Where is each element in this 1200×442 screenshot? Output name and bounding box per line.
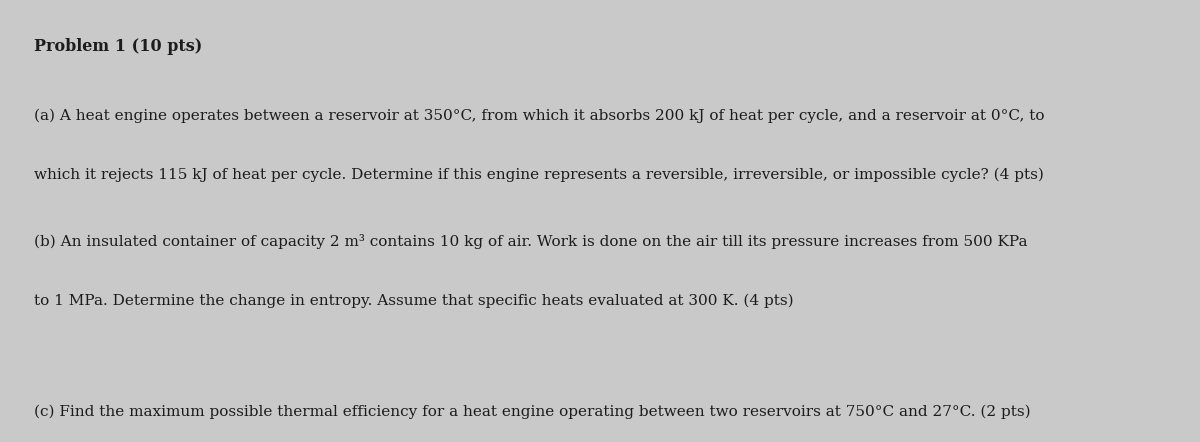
Text: (a) A heat engine operates between a reservoir at 350°C, from which it absorbs 2: (a) A heat engine operates between a res… (34, 108, 1044, 123)
Text: which it rejects 115 kJ of heat per cycle. Determine if this engine represents a: which it rejects 115 kJ of heat per cycl… (34, 168, 1044, 183)
Text: to 1 MPa. Determine the change in entropy. Assume that specific heats evaluated : to 1 MPa. Determine the change in entrop… (34, 294, 793, 309)
Text: (b) An insulated container of capacity 2 m³ contains 10 kg of air. Work is done : (b) An insulated container of capacity 2… (34, 234, 1027, 249)
Text: Problem 1 (10 pts): Problem 1 (10 pts) (34, 38, 202, 54)
Text: (c) Find the maximum possible thermal efficiency for a heat engine operating bet: (c) Find the maximum possible thermal ef… (34, 404, 1031, 419)
